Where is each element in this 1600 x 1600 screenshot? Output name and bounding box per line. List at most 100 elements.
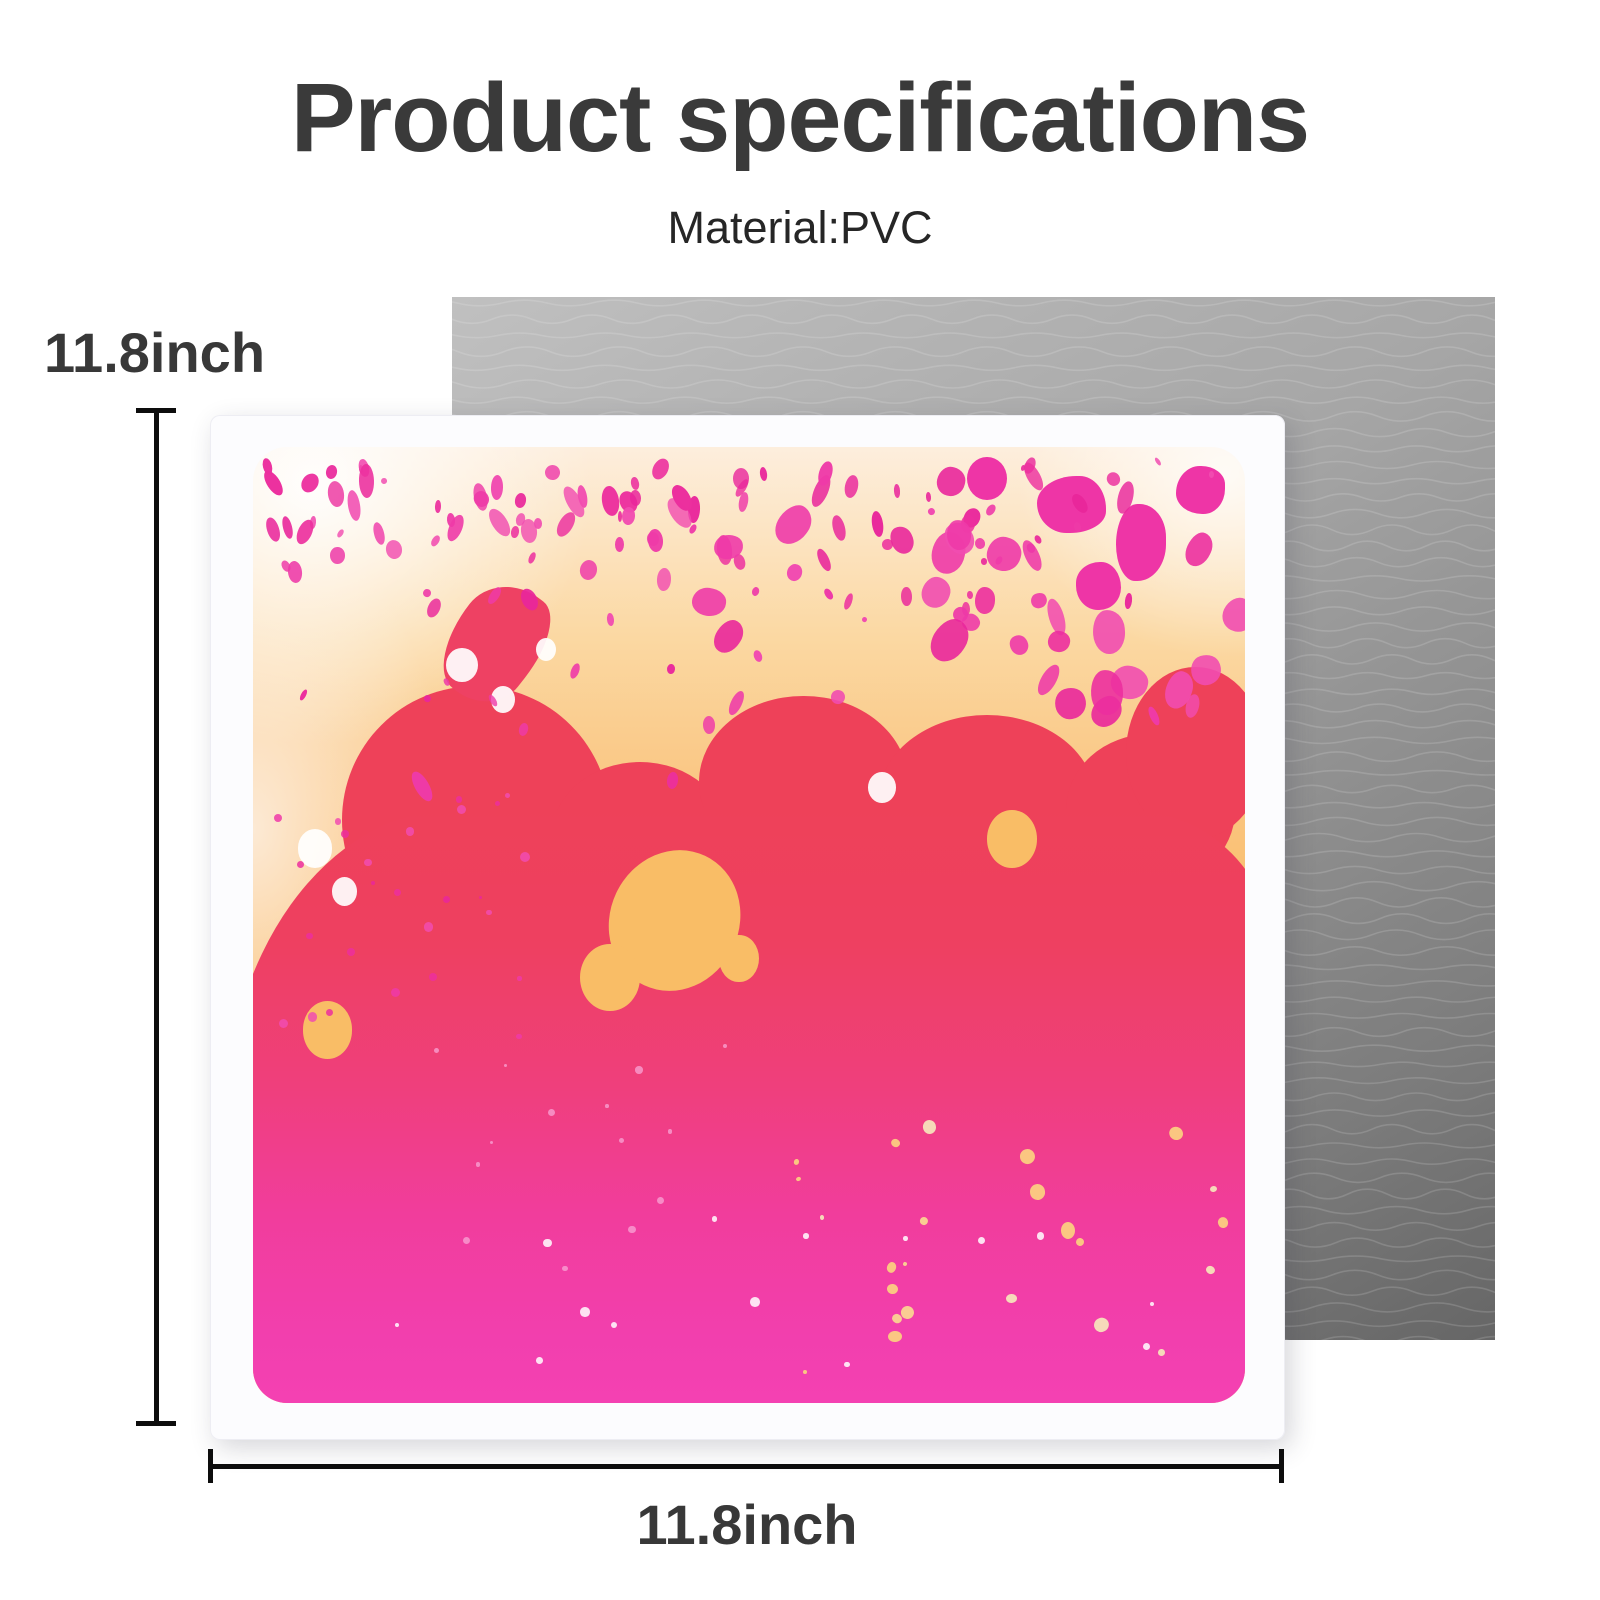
splatter-dot — [984, 502, 998, 517]
splatter-dot — [629, 475, 640, 490]
splatter-dot — [278, 1018, 289, 1029]
splatter-dot — [1209, 1185, 1218, 1194]
splatter-dot — [280, 515, 295, 540]
splatter-dot — [973, 537, 987, 551]
splatter-dot — [405, 827, 415, 836]
splatter-dot — [648, 455, 673, 483]
liquid-hole — [580, 944, 640, 1012]
splatter-dot — [341, 830, 349, 839]
splatter-dot — [364, 858, 372, 867]
splatter-dot — [306, 932, 313, 940]
splatter-dot — [408, 768, 437, 804]
splatter-dot — [983, 534, 1024, 575]
splatter-dot — [297, 469, 323, 496]
splatter-dot — [690, 585, 729, 618]
liquid-glint — [446, 647, 479, 683]
splatter-dot — [297, 861, 305, 869]
splatter-blotch — [967, 456, 1007, 500]
splatter-dot — [393, 889, 402, 897]
splatter-dot — [974, 587, 995, 615]
splatter-dot — [921, 1118, 938, 1136]
height-dimension-label: 11.8inch — [44, 321, 266, 384]
splatter-dot — [1006, 1294, 1018, 1304]
splatter-dot — [1019, 537, 1046, 574]
splatter-dot — [1060, 1221, 1076, 1240]
splatter-dot — [886, 1282, 899, 1295]
height-dimension-line — [154, 410, 159, 1426]
splatter-dot — [1216, 1215, 1230, 1230]
splatter-dot — [462, 1236, 471, 1244]
splatter-dot — [1150, 1301, 1155, 1306]
splatter-dot — [543, 1239, 552, 1248]
splatter-dot — [844, 1361, 850, 1367]
splatter-dot — [885, 522, 919, 558]
splatter-dot — [505, 793, 511, 799]
splatter-dot — [1104, 469, 1124, 489]
liquid-splatter-layer — [253, 447, 1245, 1403]
splatter-dot — [708, 615, 749, 659]
splatter-dot — [751, 586, 761, 598]
liquid-glint — [491, 686, 515, 713]
liquid-glint — [332, 877, 358, 906]
splatter-dot — [893, 483, 901, 498]
splatter-dot — [702, 716, 715, 735]
splatter-dot — [619, 1138, 625, 1144]
height-dimension-cap-bottom — [136, 1421, 176, 1426]
splatter-dot — [536, 1357, 543, 1364]
splatter-dot — [358, 464, 375, 499]
splatter-dot — [1166, 1124, 1186, 1144]
splatter-dot — [1018, 1147, 1038, 1166]
splatter-dot — [795, 1176, 802, 1183]
liquid-hole — [719, 934, 759, 983]
splatter-dot — [842, 592, 855, 611]
splatter-dot — [567, 661, 582, 680]
splatter-dot — [1036, 1232, 1045, 1240]
splatter-dot — [802, 1369, 808, 1375]
splatter-dot — [870, 510, 886, 538]
splatter-dot — [475, 1162, 481, 1167]
splatter-dot — [307, 1012, 318, 1022]
splatter-dot — [628, 1225, 636, 1234]
splatter-dot — [434, 499, 441, 513]
splatter-dot — [1046, 629, 1072, 654]
splatter-dot — [457, 805, 467, 815]
splatter-dot — [769, 498, 819, 551]
splatter-dot — [445, 512, 456, 528]
splatter-dot — [918, 1216, 929, 1227]
splatter-dot — [273, 813, 282, 823]
splatter-dot — [423, 922, 434, 932]
splatter-dot — [758, 466, 768, 482]
splatter-dot — [843, 473, 861, 499]
splatter-dot — [820, 1214, 825, 1220]
splatter-dot — [345, 489, 362, 522]
splatter-dot — [517, 585, 542, 614]
splatter-dot — [752, 649, 765, 664]
splatter-dot — [610, 1321, 618, 1329]
splatter-dot — [978, 1236, 986, 1245]
width-dimension-cap-right — [1279, 1449, 1284, 1483]
splatter-dot — [925, 491, 932, 503]
splatter-dot — [666, 663, 676, 675]
splatter-dot — [503, 1064, 507, 1068]
splatter-dot — [793, 1158, 801, 1166]
splatter-dot — [485, 584, 504, 606]
liquid-glint — [868, 772, 896, 803]
splatter-dot — [966, 590, 974, 599]
splatter-dot — [433, 1047, 440, 1054]
product-tile — [210, 415, 1285, 1440]
splatter-dot — [334, 818, 342, 825]
splatter-dot — [1209, 470, 1215, 478]
splatter-dot — [1204, 1264, 1217, 1276]
splatter-dot — [326, 1008, 334, 1016]
splatter-dot — [422, 588, 432, 599]
splatter-dot — [1157, 1348, 1165, 1356]
splatter-dot — [829, 688, 847, 705]
splatter-dot — [803, 1232, 809, 1239]
splatter-dot — [606, 613, 615, 628]
splatter-dot — [515, 1033, 522, 1040]
splatter-dot — [380, 477, 388, 485]
material-spec: Material:PVC — [667, 202, 933, 253]
splatter-blotch — [1116, 504, 1166, 581]
splatter-dot — [889, 1137, 902, 1149]
